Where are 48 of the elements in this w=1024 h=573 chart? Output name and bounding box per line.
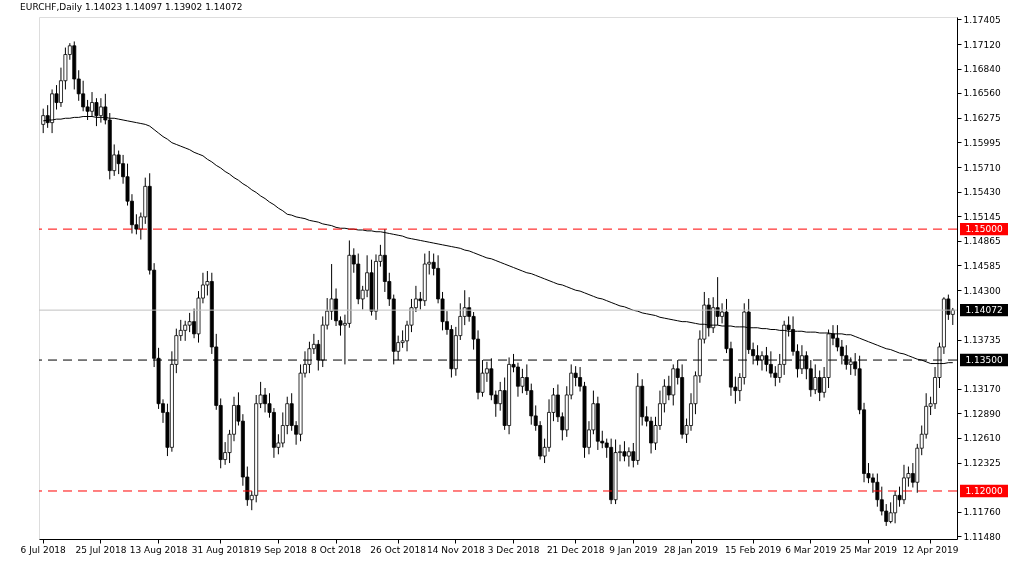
y-tick-label: 1.16560 bbox=[963, 88, 1001, 99]
candlestick bbox=[622, 440, 627, 462]
x-tick-label: 25 Mar 2019 bbox=[839, 544, 898, 555]
y-tick-label: 1.11480 bbox=[963, 531, 1001, 542]
x-tick-label: 3 Dec 2018 bbox=[487, 544, 540, 555]
x-tick-label: 26 Oct 2018 bbox=[370, 544, 427, 555]
y-tick-label: 1.15995 bbox=[963, 137, 1001, 148]
x-tick-label: 13 Aug 2018 bbox=[129, 544, 188, 555]
y-tick-label: 1.12325 bbox=[963, 458, 1001, 469]
x-tick-label: 9 Jan 2019 bbox=[609, 544, 658, 555]
y-tick-label: 1.15145 bbox=[963, 211, 1001, 222]
y-tick-label: 1.13170 bbox=[963, 384, 1001, 395]
y-tick-label: 1.12890 bbox=[963, 408, 1001, 419]
x-tick-label: 28 Jan 2019 bbox=[664, 544, 719, 555]
candlestick bbox=[183, 320, 188, 342]
candlestick bbox=[81, 80, 86, 112]
y-tick-label: 1.16840 bbox=[963, 64, 1001, 74]
y-tick-label: 1.15430 bbox=[963, 187, 1001, 198]
ref-line-label: 1.12000 bbox=[965, 485, 1003, 496]
x-tick-label: 31 Aug 2018 bbox=[191, 544, 250, 555]
y-tick-label: 1.14585 bbox=[963, 260, 1001, 271]
candlestick bbox=[813, 363, 818, 395]
candlestick bbox=[520, 368, 525, 394]
x-tick-label: 6 Mar 2019 bbox=[785, 544, 837, 555]
chart-title: EURCHF,Daily 1.14023 1.14097 1.13902 1.14072 bbox=[20, 2, 243, 13]
x-tick-label: 21 Dec 2018 bbox=[546, 544, 605, 555]
x-tick-label: 6 Jul 2018 bbox=[20, 544, 67, 555]
y-tick-label: 1.12610 bbox=[963, 433, 1001, 444]
ref-line-label: 1.15000 bbox=[965, 224, 1003, 235]
y-tick-label: 1.14300 bbox=[963, 285, 1001, 296]
y-tick-label: 1.14865 bbox=[963, 236, 1001, 247]
candlestick bbox=[884, 503, 889, 527]
x-tick-label: 12 Apr 2019 bbox=[902, 544, 959, 555]
x-tick-label: 8 Oct 2018 bbox=[311, 544, 362, 555]
ref-line-label: 1.14072 bbox=[965, 305, 1003, 316]
candlestick bbox=[715, 276, 720, 326]
y-tick-label: 1.16275 bbox=[963, 113, 1001, 124]
candlestick bbox=[808, 359, 813, 398]
y-tick-label: 1.17120 bbox=[963, 39, 1001, 50]
ref-line-label: 1.13500 bbox=[965, 355, 1003, 366]
y-tick-label: 1.15710 bbox=[963, 162, 1001, 173]
y-tick-label: 1.17405 bbox=[963, 14, 1001, 25]
x-tick-label: 15 Feb 2019 bbox=[725, 544, 782, 555]
x-tick-label: 25 Jul 2018 bbox=[75, 544, 127, 555]
y-tick-label: 1.13735 bbox=[963, 335, 1001, 346]
x-tick-label: 19 Sep 2018 bbox=[249, 544, 308, 555]
x-tick-label: 14 Nov 2018 bbox=[427, 544, 485, 555]
y-tick-label: 1.11760 bbox=[963, 507, 1001, 518]
